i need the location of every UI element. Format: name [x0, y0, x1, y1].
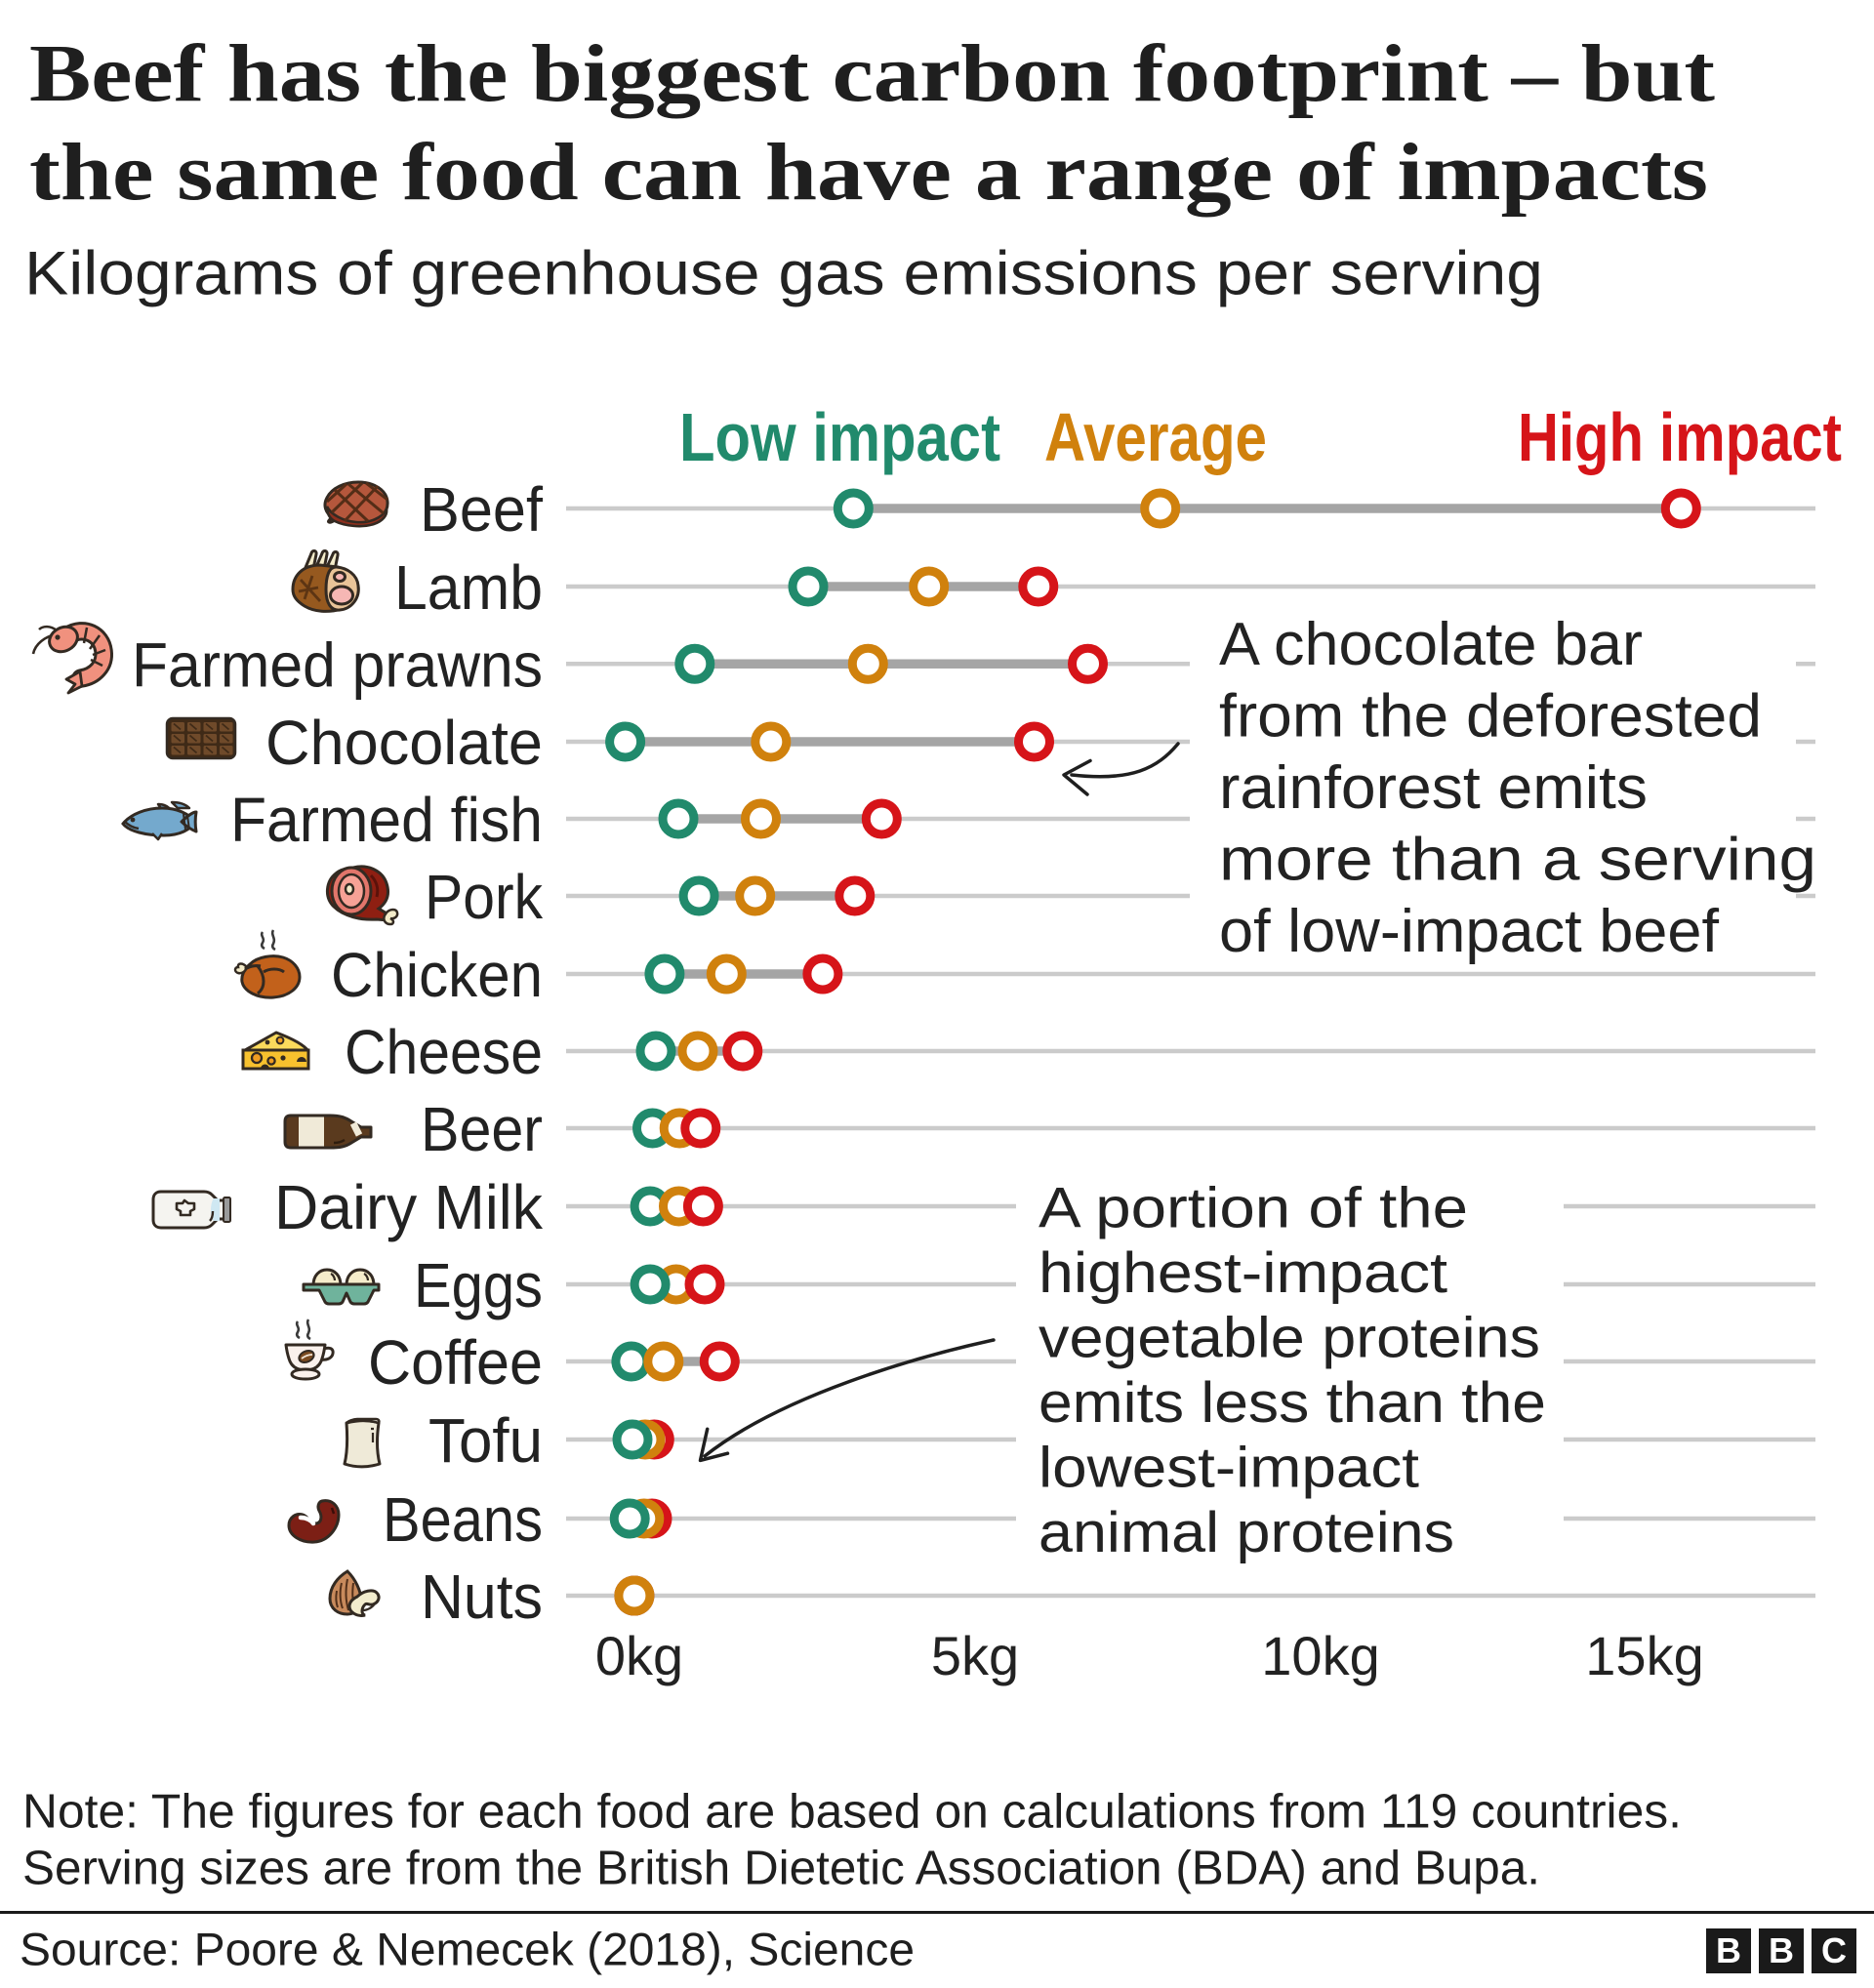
svg-text:Note: The figures for each foo: Note: The figures for each food are base…	[22, 1786, 1682, 1839]
svg-text:more than a serving: more than a serving	[1219, 827, 1816, 894]
svg-text:Farmed prawns: Farmed prawns	[132, 629, 543, 700]
svg-text:High impact: High impact	[1518, 399, 1842, 475]
svg-text:Low impact: Low impact	[679, 399, 1000, 475]
svg-text:Coffee: Coffee	[368, 1327, 543, 1398]
svg-text:the same food can have a range: the same food can have a range of impact…	[29, 127, 1708, 218]
svg-text:Serving sizes are from the Bri: Serving sizes are from the British Diete…	[22, 1843, 1540, 1895]
svg-text:Tofu: Tofu	[428, 1405, 543, 1476]
svg-text:Source: Poore & Nemecek (2018): Source: Poore & Nemecek (2018), Science	[20, 1924, 915, 1975]
svg-text:from the deforested: from the deforested	[1219, 683, 1762, 751]
svg-text:Chocolate: Chocolate	[265, 708, 543, 778]
svg-text:of low-impact beef: of low-impact beef	[1219, 898, 1720, 965]
svg-text:A portion of the: A portion of the	[1039, 1176, 1468, 1239]
svg-text:A chocolate bar: A chocolate bar	[1219, 611, 1643, 678]
svg-text:Kilograms of greenhouse gas em: Kilograms of greenhouse gas emissions pe…	[24, 240, 1543, 308]
svg-text:highest-impact: highest-impact	[1039, 1241, 1447, 1305]
svg-text:Beans: Beans	[383, 1484, 543, 1555]
svg-text:emits less than the: emits less than the	[1039, 1371, 1546, 1435]
svg-text:Lamb: Lamb	[394, 552, 543, 623]
svg-text:0kg: 0kg	[595, 1625, 683, 1686]
svg-text:Beef: Beef	[420, 474, 543, 545]
svg-text:Dairy Milk: Dairy Milk	[274, 1172, 544, 1242]
svg-text:15kg: 15kg	[1585, 1625, 1703, 1686]
svg-text:vegetable proteins: vegetable proteins	[1039, 1306, 1540, 1369]
svg-text:rainforest emits: rainforest emits	[1219, 754, 1648, 822]
svg-text:5kg: 5kg	[931, 1625, 1019, 1686]
svg-text:B: B	[1769, 1930, 1794, 1970]
svg-text:Cheese: Cheese	[345, 1017, 543, 1087]
svg-text:Average: Average	[1044, 399, 1267, 475]
svg-text:Chicken: Chicken	[331, 940, 543, 1010]
svg-text:Nuts: Nuts	[421, 1562, 543, 1632]
svg-text:Eggs: Eggs	[414, 1250, 543, 1320]
svg-text:Beef has the biggest carbon fo: Beef has the biggest carbon footprint – …	[29, 28, 1715, 119]
svg-text:Farmed fish: Farmed fish	[230, 785, 543, 855]
svg-text:10kg: 10kg	[1261, 1625, 1379, 1686]
svg-text:Pork: Pork	[425, 862, 544, 932]
svg-text:lowest-impact: lowest-impact	[1039, 1436, 1419, 1499]
svg-text:B: B	[1716, 1930, 1741, 1970]
svg-text:C: C	[1821, 1930, 1847, 1970]
svg-text:animal proteins: animal proteins	[1039, 1501, 1454, 1564]
svg-text:Beer: Beer	[421, 1094, 543, 1164]
